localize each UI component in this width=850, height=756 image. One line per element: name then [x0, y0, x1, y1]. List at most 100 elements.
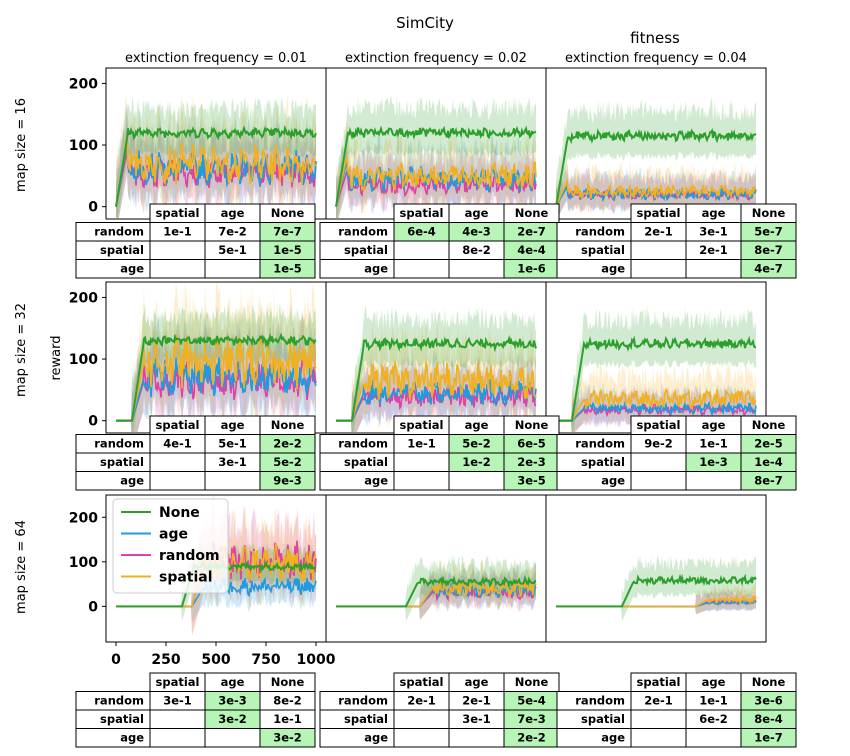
table-row-label: spatial — [581, 455, 625, 469]
table-header-label: age — [221, 418, 245, 432]
panel-0-0: 0 100 200 — [69, 67, 327, 220]
table-cell-value: 1e-6 — [517, 262, 546, 276]
table-cell-value: 4e-1 — [163, 437, 192, 451]
table-row-label: age — [120, 262, 144, 276]
table-cell-value: 6e-4 — [407, 225, 436, 239]
table-cell-value: 2e-1 — [699, 243, 728, 257]
table-cell — [685, 471, 742, 491]
series-line-spatial — [336, 361, 537, 422]
table-0-0: spatial age None random 1e-1 7e-2 7e-7 spatial 5… — [75, 203, 316, 279]
table-cell — [630, 452, 687, 472]
band-none — [556, 97, 756, 219]
table-cell-value: 1e-7 — [754, 731, 783, 745]
series-line-none — [336, 334, 537, 422]
series-line-none — [115, 125, 317, 207]
table-header-label: age — [702, 206, 726, 220]
table-cell — [393, 240, 450, 260]
table-cell-value: 2e-1 — [407, 694, 436, 708]
table-header-label: spatial — [637, 206, 681, 220]
table-row-label: age — [120, 731, 144, 745]
table-header-label: None — [752, 675, 786, 689]
table-cell-value: 3e-6 — [754, 694, 783, 708]
table-cell-value: 8e-2 — [273, 694, 302, 708]
table-cell-value: 5e-2 — [462, 437, 491, 451]
table-header-label: None — [515, 206, 549, 220]
table-1-1: spatial age None random 1e-1 5e-2 6e-5 spatial 1… — [319, 415, 560, 491]
x-tick-label: 250 — [151, 652, 180, 668]
table-cell-value: 2e-1 — [644, 225, 673, 239]
table-cell — [393, 259, 450, 279]
table-2-1: spatial age None random 2e-1 2e-1 5e-4 spatial 3… — [319, 672, 560, 748]
table-cell-value: 2e-1 — [462, 694, 491, 708]
y-tick-label: 200 — [69, 290, 98, 306]
table-row-label: age — [601, 262, 625, 276]
table-cell — [259, 728, 316, 748]
panel-frame — [545, 494, 767, 643]
table-header-label: None — [271, 206, 305, 220]
table-row-label: age — [364, 262, 388, 276]
table-1-0: spatial age None random 4e-1 5e-1 2e-2 spatial 3… — [75, 415, 316, 491]
table-cell-value: 3e-1 — [699, 225, 728, 239]
table-header-label: spatial — [400, 675, 444, 689]
table-cell-value: 4e-4 — [517, 243, 546, 257]
table-header-label: None — [752, 418, 786, 432]
table-cell-value: 1e-3 — [699, 455, 728, 469]
table-header-label: spatial — [637, 418, 681, 432]
y-tick-label: 0 — [88, 200, 98, 216]
table-cell — [149, 259, 206, 279]
table-cell-value: 8e-7 — [754, 474, 783, 488]
y-tick-label: 100 — [69, 555, 98, 571]
table-cell-value: 7e-2 — [218, 225, 247, 239]
table-header-label: spatial — [156, 418, 200, 432]
legend-label: age — [159, 527, 188, 543]
table-cell-value: 9e-2 — [644, 437, 673, 451]
panel-2-2 — [545, 494, 767, 643]
panel-frame — [325, 494, 547, 643]
legend-label: spatial — [159, 570, 213, 586]
band-spatial — [556, 360, 756, 433]
table-cell — [448, 728, 505, 748]
row-label-0: map size = 16 — [14, 98, 29, 192]
table-row-label: random — [575, 437, 625, 451]
y-axis-label: reward — [49, 335, 64, 380]
table-cell-value: 2e-2 — [273, 437, 302, 451]
table-row-label: spatial — [581, 243, 625, 257]
table-cell-value: 6e-5 — [517, 437, 546, 451]
band-random — [116, 113, 316, 219]
band-none — [556, 554, 756, 622]
band-none — [336, 305, 536, 433]
subtitle: fitness — [630, 29, 680, 47]
table-cell-value: 5e-1 — [218, 243, 247, 257]
panel-0-2 — [545, 67, 767, 220]
table-row-label: random — [94, 437, 144, 451]
table-cell-value: 2e-7 — [517, 225, 546, 239]
row-label-2: map size = 64 — [14, 520, 29, 614]
panel-1-0: 0 100 200 — [69, 281, 327, 434]
series-line-spatial — [556, 387, 757, 422]
series-line-none — [335, 125, 537, 207]
table-row-label: random — [575, 694, 625, 708]
table-cell-value: 5e-2 — [273, 455, 302, 469]
table-cell-value: 5e-4 — [517, 694, 546, 708]
x-tick-label: 1000 — [297, 652, 336, 668]
table-header-label: None — [271, 675, 305, 689]
col-title-2: extinction frequency = 0.04 — [565, 51, 747, 66]
table-0-1: spatial age None random 6e-4 4e-3 2e-7 spatial 8… — [319, 203, 560, 279]
table-row-label: spatial — [344, 455, 388, 469]
y-tick-label: 100 — [69, 352, 98, 368]
band-spatial — [336, 120, 536, 219]
table-header-label: age — [702, 418, 726, 432]
table-cell-value: 8e-7 — [754, 243, 783, 257]
row-label-1: map size = 32 — [14, 303, 29, 397]
table-cell — [685, 259, 742, 279]
table-cell — [204, 471, 261, 491]
band-none — [336, 94, 536, 219]
band-age — [556, 589, 756, 614]
table-row-label: age — [364, 731, 388, 745]
table-cell-value: 3e-1 — [462, 712, 491, 726]
table-2-2: spatial age None random 2e-1 1e-1 3e-6 spatial 6… — [556, 672, 797, 748]
table-row-label: random — [575, 225, 625, 239]
table-cell-value: 2e-3 — [517, 455, 546, 469]
